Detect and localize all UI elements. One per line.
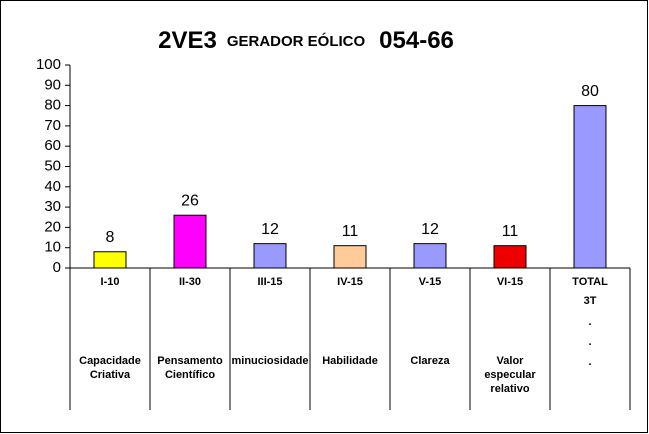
bar (413, 243, 447, 269)
value-label: 8 (106, 229, 115, 246)
y-tick-label: 40 (44, 178, 61, 195)
y-tick-label: 70 (44, 117, 61, 134)
bar (173, 214, 207, 269)
chart-title: 2VE3 GERADOR EÓLICO 054-66 (158, 27, 454, 54)
x-tick-label: V-15 (419, 276, 442, 288)
category-description: Valor (497, 355, 525, 367)
title-part: 054-66 (379, 27, 454, 54)
category-description: relativo (490, 383, 529, 395)
category-description: Clareza (410, 355, 450, 367)
value-label: 26 (181, 192, 199, 209)
y-tick-label: 50 (44, 157, 61, 174)
x-tick-label: I-10 (101, 276, 120, 288)
x-tick-label: VI-15 (497, 276, 523, 288)
category-description: Capacidade (79, 355, 141, 367)
category-description: Científico (165, 369, 215, 381)
value-label: 11 (502, 223, 519, 240)
category-description: . (588, 336, 591, 348)
category-description: Habilidade (322, 355, 378, 367)
y-tick-label: 0 (53, 259, 61, 276)
bar (573, 105, 607, 269)
y-tick-label: 100 (36, 56, 61, 73)
x-tick-label: III-15 (257, 276, 282, 288)
category-description: minuciosidade (231, 355, 308, 367)
x-tick-label: TOTAL (572, 276, 608, 288)
y-tick-label: 90 (44, 76, 61, 93)
y-tick-label: 10 (44, 239, 61, 256)
category-description: . (588, 356, 591, 368)
y-tick-label: 30 (44, 198, 61, 215)
title-part: 2VE3 (158, 27, 217, 54)
sublabel: 3T (584, 295, 597, 307)
bar (333, 245, 367, 269)
category-description: . (588, 316, 591, 328)
category-description: Criativa (90, 369, 131, 381)
y-tick-label: 20 (44, 218, 61, 235)
bar (93, 251, 127, 269)
bar (253, 243, 287, 269)
x-tick-label: IV-15 (337, 276, 363, 288)
value-label: 80 (581, 83, 599, 100)
y-tick-label: 60 (44, 137, 61, 154)
category-description: Pensamento (157, 355, 223, 367)
y-tick-label: 80 (44, 97, 61, 114)
category-description: especular (484, 369, 536, 381)
value-label: 12 (421, 221, 439, 238)
bar (493, 245, 527, 269)
value-label: 12 (261, 221, 279, 238)
title-part: GERADOR EÓLICO (227, 32, 366, 50)
value-label: 11 (342, 223, 359, 240)
x-tick-label: II-30 (179, 276, 201, 288)
